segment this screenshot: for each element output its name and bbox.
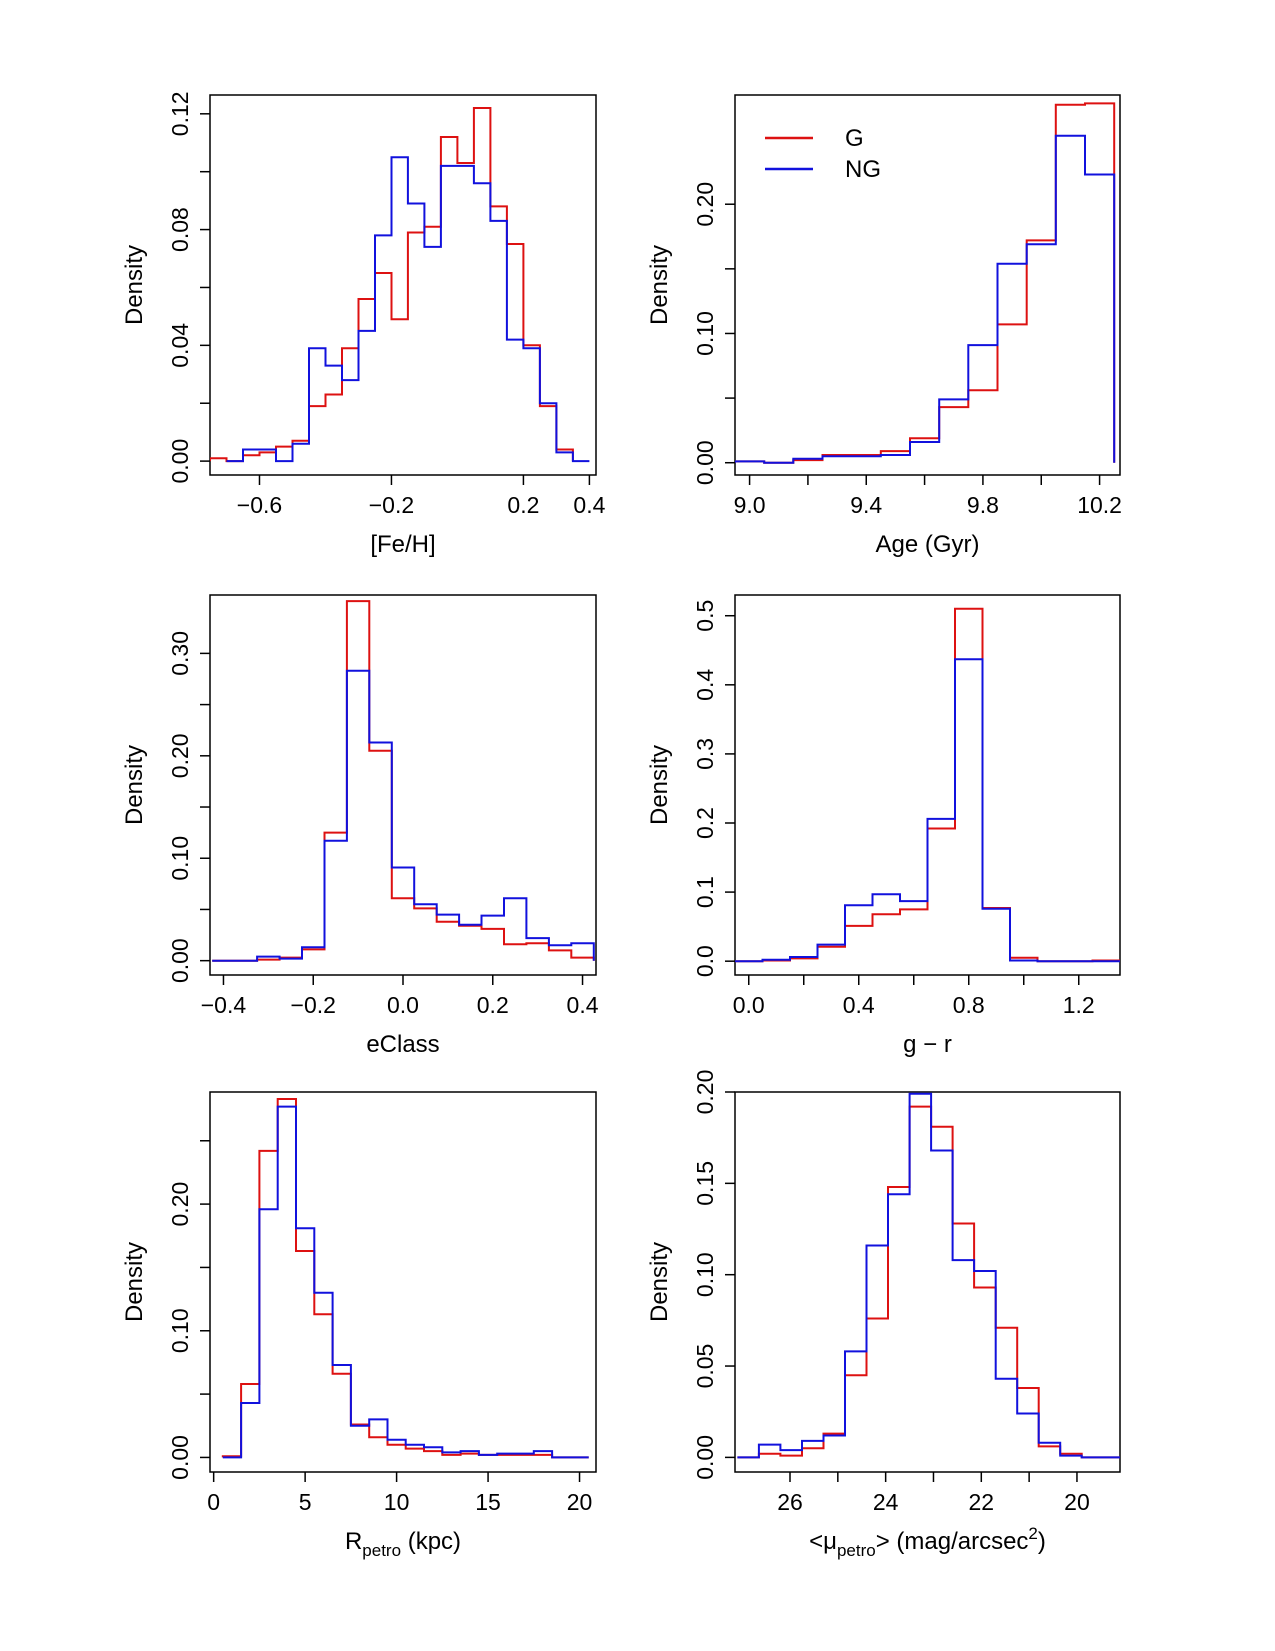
- x-axis-title: Age (Gyr): [875, 531, 979, 558]
- plot-frame: [734, 94, 1121, 476]
- x-tick-label: 0: [207, 1489, 220, 1515]
- chart-panel-6: 26 24 22 20 0.00 0.05 0.10 0.15 0.20 Density <μpet…: [646, 1070, 1121, 1560]
- y-tick-label: 0.00: [692, 1435, 718, 1480]
- y-tick-label: 0.10: [692, 311, 718, 356]
- histogram-series-g: [210, 107, 574, 463]
- x-tick-label: 9.0: [734, 492, 766, 518]
- chart-panel-5: 0 5 10 15 20 0.00 0.10 0.20 Density Rpetro (kpc): [121, 1091, 597, 1560]
- x-tick-label: 10.2: [1077, 492, 1122, 518]
- x-tick-label: 0.8: [953, 992, 985, 1018]
- x-tick-label: 0.2: [477, 992, 509, 1018]
- plot-frame: [209, 94, 597, 476]
- x-tick-label: 0.2: [507, 492, 539, 518]
- y-tick-label: 0.20: [167, 733, 193, 778]
- y-tick-label: 0.20: [692, 182, 718, 227]
- x-tick-label: 0.4: [573, 492, 605, 518]
- x-tick-label: 20: [567, 1489, 593, 1515]
- chart-panel-3: −0.4 −0.2 0.0 0.2 0.4 0.00 0.10 0.20 0.30 Density…: [121, 594, 599, 1058]
- histogram-series-ng: [222, 1105, 589, 1459]
- y-tick-label: 0.10: [167, 1308, 193, 1353]
- y-tick-label: 0.04: [167, 323, 193, 368]
- y-axis-title: Density: [121, 745, 148, 825]
- y-axis-title: Density: [121, 1242, 148, 1322]
- histogram-series-g: [737, 1105, 1120, 1459]
- y-tick-label: 0.10: [692, 1252, 718, 1297]
- y-tick-label: 0.20: [167, 1182, 193, 1227]
- x-tick-label: −0.6: [237, 492, 282, 518]
- x-axis-title: [Fe/H]: [370, 531, 435, 558]
- histogram-series-ng: [737, 1092, 1120, 1459]
- x-tick-label: 5: [299, 1489, 312, 1515]
- y-tick-label: 0.05: [692, 1344, 718, 1389]
- chart-panel-4: 0.0 0.4 0.8 1.2 0.0 0.1 0.2 0.3 0.4 0.5 Density g −…: [646, 594, 1121, 1058]
- y-tick-label: 0.30: [167, 631, 193, 676]
- y-tick-label: 0.12: [167, 91, 193, 136]
- plot-frame: [209, 594, 597, 976]
- y-tick-label: 0.00: [692, 440, 718, 485]
- x-tick-label: 15: [475, 1489, 501, 1515]
- x-tick-label: 0.4: [567, 992, 599, 1018]
- plot-frame: [734, 1091, 1121, 1473]
- x-tick-label: −0.2: [369, 492, 414, 518]
- y-axis-title: Density: [646, 745, 673, 825]
- histogram-series-g: [735, 607, 1120, 963]
- x-axis-title: g − r: [903, 1031, 952, 1058]
- x-tick-label: 9.8: [967, 492, 999, 518]
- y-tick-label: 0.20: [692, 1070, 718, 1115]
- chart-panel-2: 9.0 9.4 9.8 10.2 0.00 0.10 0.20 Density Age (Gyr…: [646, 94, 1122, 558]
- x-tick-label: 26: [777, 1489, 803, 1515]
- x-tick-label: 0.0: [387, 992, 419, 1018]
- y-tick-label: 0.08: [167, 207, 193, 252]
- x-axis-title: Rpetro (kpc): [345, 1528, 461, 1560]
- y-tick-label: 0.4: [692, 669, 718, 701]
- x-tick-label: −0.4: [201, 992, 247, 1018]
- chart-panel-1: −0.6 −0.2 0.2 0.4 0.00 0.04 0.08 0.12 Density [Fe…: [121, 91, 606, 558]
- x-axis-title: eClass: [366, 1031, 439, 1058]
- histogram-series-ng: [735, 134, 1116, 464]
- x-tick-label: 9.4: [850, 492, 882, 518]
- x-axis-title: <μpetro> (mag/arcsec2): [809, 1524, 1046, 1560]
- x-tick-label: 22: [969, 1489, 995, 1515]
- histogram-series-g: [212, 600, 595, 962]
- y-tick-label: 0.1: [692, 876, 718, 908]
- x-tick-label: 10: [384, 1489, 410, 1515]
- legend-label-ng: NG: [845, 156, 881, 183]
- x-tick-label: 20: [1064, 1489, 1090, 1515]
- y-axis-title: Density: [646, 245, 673, 325]
- y-tick-label: 0.0: [692, 945, 718, 977]
- y-tick-label: 0.00: [167, 938, 193, 983]
- plot-frame: [209, 1091, 597, 1473]
- y-tick-label: 0.3: [692, 738, 718, 770]
- y-tick-label: 0.10: [167, 836, 193, 881]
- y-tick-label: 0.00: [167, 1435, 193, 1480]
- legend: G NG: [765, 125, 881, 183]
- x-tick-label: 1.2: [1063, 992, 1095, 1018]
- x-tick-label: 0.0: [733, 992, 765, 1018]
- histogram-series-ng: [212, 669, 595, 962]
- plot-frame: [734, 594, 1121, 976]
- x-tick-label: 24: [873, 1489, 899, 1515]
- histogram-series-ng: [735, 658, 1120, 963]
- x-tick-label: −0.2: [291, 992, 336, 1018]
- y-tick-label: 0.5: [692, 600, 718, 632]
- y-tick-label: 0.15: [692, 1161, 718, 1206]
- y-axis-title: Density: [121, 245, 148, 325]
- y-tick-label: 0.2: [692, 807, 718, 839]
- histogram-series-g: [735, 102, 1116, 464]
- legend-label-g: G: [845, 125, 864, 152]
- histogram-series-ng: [226, 156, 590, 463]
- y-axis-title: Density: [646, 1242, 673, 1322]
- y-tick-label: 0.00: [167, 439, 193, 484]
- x-tick-label: 0.4: [843, 992, 875, 1018]
